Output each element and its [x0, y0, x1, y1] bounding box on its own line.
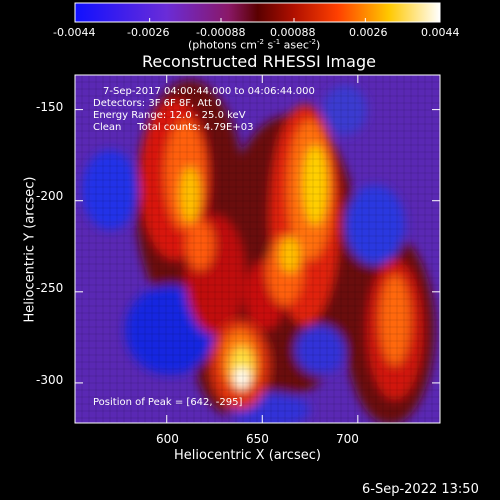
xtick-label-2: 700: [336, 432, 359, 446]
colorbar-tick-label-4: 0.0026: [349, 26, 388, 39]
xtick-label-0: 600: [156, 432, 179, 446]
ytick-label-3: -300: [36, 373, 64, 387]
ytick-label-1: -200: [36, 189, 64, 203]
plot-frame: [74, 74, 441, 424]
heatmap-emission-regions: [82, 80, 435, 423]
colorbar-tick-label-2: -0.00088: [196, 26, 246, 39]
timestamp: 6-Sep-2022 13:50: [362, 482, 479, 497]
unit-exp-3: -2: [308, 38, 316, 46]
heatmap-pixel-grid: [75, 75, 440, 423]
info-line-1: Detectors: 3F 6F 8F, Att 0: [93, 98, 222, 109]
colorbar-tick-label-0: -0.0044: [53, 26, 96, 39]
colorbar-tick-marks: [74, 18, 441, 22]
emission-region-26: [235, 368, 249, 388]
colorbar-tick-label-1: -0.0026: [127, 26, 170, 39]
emission-region-22: [303, 145, 327, 225]
emission-region-6: [345, 185, 405, 265]
y-axis-label: Heliocentric Y (arcsec): [22, 176, 38, 323]
colorbar-unit-label: (photons cm-2 s-1 asec-2): [188, 38, 320, 52]
colorbar: [74, 2, 441, 23]
xtick-label-1: 650: [246, 432, 269, 446]
info-line-3: Clean Total counts: 4.79E+03: [93, 122, 254, 133]
emission-region-19: [380, 275, 410, 365]
unit-part-3: asec: [280, 38, 309, 52]
unit-exp-2: -1: [273, 38, 281, 46]
unit-part-2: s: [263, 38, 274, 52]
colorbar-gradient: [74, 2, 441, 23]
emission-region-20: [186, 220, 214, 270]
emission-region-23: [180, 167, 200, 223]
axis-tick-marks: [75, 75, 440, 423]
x-axis-label: Heliocentric X (arcsec): [174, 448, 321, 463]
emission-region-4: [82, 150, 138, 230]
unit-part-4: ): [315, 38, 321, 52]
peak-position-label: Position of Peak = [642, -295]: [93, 397, 243, 408]
info-line-2: Energy Range: 12.0 - 25.0 keV: [93, 110, 246, 121]
colorbar-tick-label-5: 0.0044: [421, 26, 460, 39]
emission-region-24: [280, 237, 300, 273]
emission-region-8: [295, 325, 345, 375]
colorbar-tick-label-3: 0.00088: [270, 26, 316, 39]
unit-part-1: (photons cm: [188, 38, 257, 52]
emission-region-7: [323, 85, 367, 135]
ytick-label-0: -150: [36, 100, 64, 114]
info-line-0: 7-Sep-2017 04:00:44.000 to 04:06:44.000: [103, 86, 315, 97]
plot-title: Reconstructed RHESSI Image: [142, 52, 376, 71]
ytick-label-2: -250: [36, 281, 64, 295]
unit-exp-1: -2: [256, 38, 264, 46]
